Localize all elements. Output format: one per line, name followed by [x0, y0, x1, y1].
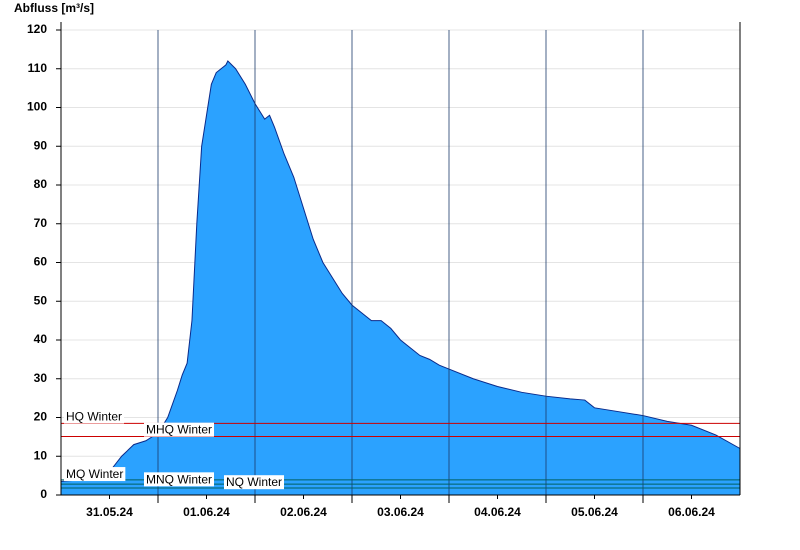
y-tick-label: 100 — [27, 100, 47, 114]
reference-label-bg — [64, 467, 126, 482]
y-tick-label: 60 — [34, 255, 48, 269]
y-tick-label: 120 — [27, 22, 47, 36]
reference-label: HQ Winter — [66, 409, 122, 423]
y-tick-label: 50 — [34, 293, 48, 307]
area-outline — [60, 60, 741, 482]
y-tick-label: 90 — [34, 138, 48, 152]
reference-label: MQ Winter — [66, 467, 123, 481]
y-tick-label: 0 — [40, 487, 47, 501]
y-axis-label: Abfluss [m³/s] — [14, 1, 94, 15]
reference-label: MHQ Winter — [146, 423, 212, 437]
y-tick-label: 70 — [34, 216, 48, 230]
x-tick-label: 04.06.24 — [474, 505, 521, 519]
area — [61, 61, 740, 495]
x-tick-label: 01.06.24 — [183, 505, 230, 519]
x-tick-label: 02.06.24 — [280, 505, 327, 519]
x-tick-label: 31.05.24 — [86, 505, 133, 519]
reference-label-bg — [144, 422, 215, 437]
x-tick-label: 06.06.24 — [668, 505, 715, 519]
reference-label: MNQ Winter — [146, 472, 212, 486]
x-tick-label: 03.06.24 — [377, 505, 424, 519]
y-tick-label: 10 — [34, 448, 48, 462]
reference-label-bg — [224, 475, 285, 490]
y-tick-label: 30 — [34, 371, 48, 385]
y-tick-label: 20 — [34, 410, 48, 424]
y-tick-label: 40 — [34, 332, 48, 346]
y-tick-label: 110 — [28, 61, 48, 75]
y-tick-label: 80 — [34, 177, 48, 191]
reference-label-bg — [64, 409, 125, 424]
reference-label: NQ Winter — [226, 475, 282, 489]
reference-label-bg — [144, 472, 215, 487]
x-tick-label: 05.06.24 — [571, 505, 618, 519]
